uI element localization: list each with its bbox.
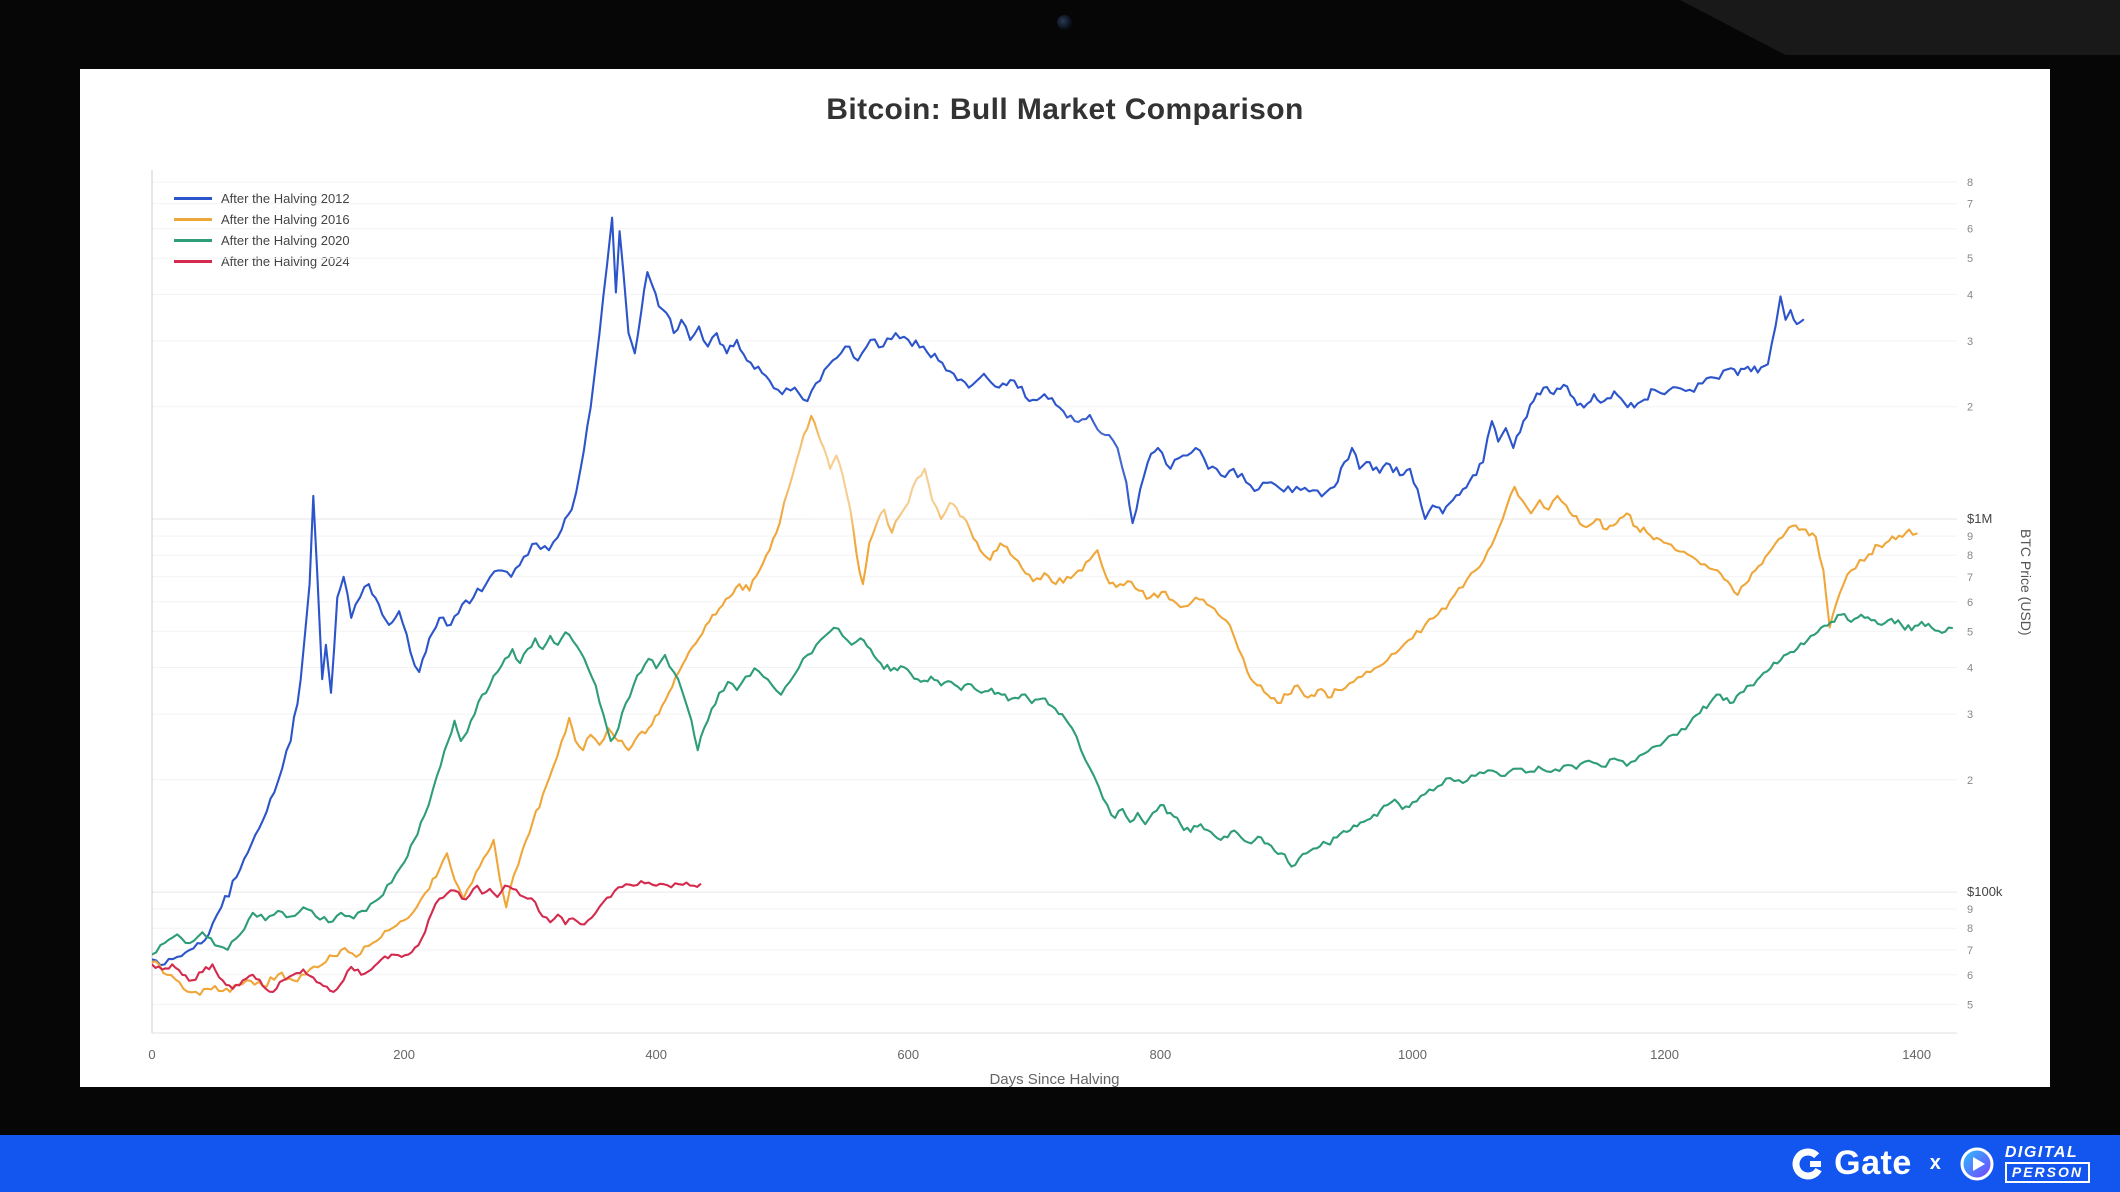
svg-text:8: 8 (1967, 923, 1973, 935)
legend-swatch-2024 (174, 260, 212, 263)
svg-text:400: 400 (645, 1047, 667, 1062)
legend-item-2020[interactable]: After the Halving 2020 (174, 233, 350, 248)
svg-text:5: 5 (1967, 626, 1973, 638)
svg-text:6: 6 (1967, 224, 1973, 236)
svg-text:$1M: $1M (1967, 511, 1992, 526)
legend-item-2016[interactable]: After the Halving 2016 (174, 212, 350, 227)
digital-person-wordmark: DIGITAL PERSON (2004, 1144, 2090, 1183)
gate-logo-icon (1792, 1148, 1824, 1179)
svg-text:800: 800 (1150, 1047, 1172, 1062)
legend-label-2012: After the Halving 2012 (221, 191, 350, 206)
svg-text:3: 3 (1967, 709, 1973, 721)
y-axis-title: BTC Price (USD) (2018, 529, 2034, 636)
digital-person-logo: DIGITAL PERSON (1959, 1144, 2090, 1183)
gate-wordmark: Gate (1834, 1144, 1912, 1182)
digital-text: DIGITAL (2004, 1144, 2079, 1161)
svg-text:1000: 1000 (1398, 1047, 1427, 1062)
svg-text:8: 8 (1967, 177, 1973, 189)
legend-swatch-2012 (174, 197, 212, 200)
svg-text:2: 2 (1967, 402, 1973, 414)
svg-text:600: 600 (897, 1047, 919, 1062)
svg-text:7: 7 (1967, 199, 1973, 211)
svg-text:7: 7 (1967, 572, 1973, 584)
svg-text:8: 8 (1967, 550, 1973, 562)
legend-label-2020: After the Halving 2020 (221, 233, 350, 248)
svg-text:1400: 1400 (1902, 1047, 1931, 1062)
svg-text:5: 5 (1967, 999, 1973, 1011)
brand-bar: Gate x DIGITAL PERSON (0, 1135, 2120, 1192)
legend-item-2012[interactable]: After the Halving 2012 (174, 191, 350, 206)
brand-row: Gate x DIGITAL PERSON (1790, 1144, 2090, 1183)
svg-text:3: 3 (1967, 336, 1973, 348)
svg-text:9: 9 (1967, 904, 1973, 916)
svg-text:$100k: $100k (1967, 884, 2003, 899)
svg-text:9: 9 (1967, 531, 1973, 543)
gate-logo: Gate (1790, 1144, 1912, 1183)
chart-screen: Bitcoin: Bull Market Comparison After th… (80, 69, 2050, 1087)
chart-title: Bitcoin: Bull Market Comparison (826, 93, 1304, 126)
svg-text:4: 4 (1967, 289, 1973, 301)
legend-swatch-2016 (174, 218, 212, 221)
svg-text:1200: 1200 (1650, 1047, 1679, 1062)
play-icon (1960, 1147, 1994, 1180)
svg-text:7: 7 (1967, 945, 1973, 957)
brand-separator: x (1929, 1152, 1941, 1174)
person-text: PERSON (2004, 1162, 2090, 1183)
camera-dot (1057, 15, 1072, 30)
bezel-diagonal (1680, 0, 2120, 55)
svg-text:2: 2 (1967, 775, 1973, 787)
legend-swatch-2020 (174, 239, 212, 242)
x-axis-title: Days Since Halving (989, 1071, 1120, 1087)
svg-text:5: 5 (1967, 253, 1973, 265)
svg-text:200: 200 (393, 1047, 415, 1062)
svg-text:0: 0 (148, 1047, 155, 1062)
price-chart-plot: 8 7 6 5 4 3 2 $1M 9 8 7 6 5 4 3 2 $100k 9 8 7 6 5 0 200 400 600 80… (148, 170, 2003, 1062)
svg-text:4: 4 (1967, 662, 1973, 674)
legend-label-2016: After the Halving 2016 (221, 212, 350, 227)
svg-text:6: 6 (1967, 970, 1973, 982)
svg-text:6: 6 (1967, 597, 1973, 609)
